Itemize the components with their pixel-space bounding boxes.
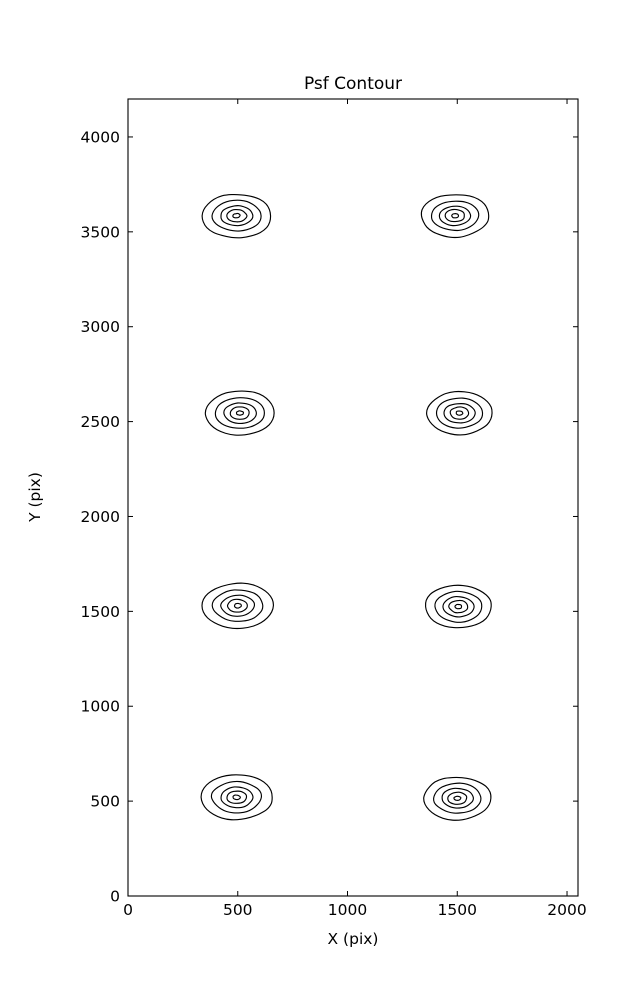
contour-level-5	[453, 795, 462, 801]
contour-level-1	[426, 390, 493, 436]
contour-level-4	[447, 791, 468, 805]
contour-level-1	[201, 193, 272, 239]
psf-source	[420, 194, 490, 239]
contour-level-1	[200, 774, 273, 821]
x-tick-label: 1000	[328, 901, 367, 919]
contour-level-4	[449, 406, 470, 420]
contour-level-3	[443, 403, 476, 424]
contour-level-4	[226, 790, 248, 804]
contour-level-2	[210, 780, 263, 814]
contour-level-3	[441, 787, 474, 809]
contour-level-5	[451, 213, 460, 219]
contour-level-3	[220, 786, 254, 809]
x-tick-label: 2000	[547, 901, 586, 919]
y-tick-label: 2500	[81, 413, 120, 431]
y-tick-label: 0	[110, 888, 120, 906]
contour-level-1	[201, 582, 274, 630]
contour-level-2	[211, 199, 262, 232]
contour-level-1	[420, 194, 490, 239]
contour-level-2	[214, 397, 265, 429]
contour-level-2	[434, 590, 483, 623]
x-axis-ticks: 0 500 1000 1500 2000	[123, 99, 587, 919]
contour-group	[200, 193, 493, 821]
contour-level-5	[232, 212, 241, 219]
contour-level-4	[226, 209, 248, 223]
y-tick-label: 2000	[81, 508, 120, 526]
y-tick-label: 500	[90, 793, 120, 811]
x-tick-label: 500	[223, 901, 253, 919]
contour-level-4	[229, 406, 250, 420]
contour-level-2	[435, 397, 484, 429]
contour-level-4	[448, 599, 469, 614]
contour-level-5	[235, 410, 245, 416]
contour-level-4	[444, 208, 465, 223]
contour-level-5	[233, 602, 242, 609]
contour-level-1	[423, 776, 492, 821]
contour-level-2	[433, 782, 482, 814]
contour-level-4	[226, 598, 248, 613]
contour-level-3	[220, 594, 256, 617]
x-axis-label: X (pix)	[328, 930, 379, 948]
psf-source	[423, 776, 492, 821]
y-tick-label: 1000	[81, 698, 120, 716]
y-tick-label: 4000	[81, 128, 120, 146]
chart-title: Psf Contour	[304, 74, 402, 94]
contour-level-3	[438, 205, 472, 227]
contour-level-5	[454, 603, 463, 610]
psf-source	[201, 582, 274, 630]
contour-level-3	[220, 205, 254, 227]
y-tick-label: 3000	[81, 318, 120, 336]
y-tick-label: 3500	[81, 223, 120, 241]
contour-level-1	[204, 390, 275, 436]
y-axis-label: Y (pix)	[26, 472, 44, 523]
contour-level-3	[223, 402, 257, 425]
y-axis-ticks: 0 500 1000 1500 2000 2500 3000 3500 4000	[81, 128, 578, 906]
psf-source	[424, 584, 492, 629]
contour-level-2	[211, 589, 264, 622]
plot-axes-frame	[127, 98, 579, 897]
psf-source	[426, 390, 493, 436]
psf-source	[201, 193, 272, 239]
x-tick-label: 1500	[438, 901, 477, 919]
x-tick-label: 0	[123, 901, 133, 919]
y-tick-label: 1500	[81, 603, 120, 621]
psf-source	[204, 390, 275, 436]
contour-level-1	[424, 584, 492, 629]
psf-source	[200, 774, 273, 821]
contour-level-5	[232, 794, 241, 801]
contour-level-5	[455, 410, 464, 416]
contour-level-3	[442, 595, 475, 618]
contour-level-2	[430, 200, 480, 232]
